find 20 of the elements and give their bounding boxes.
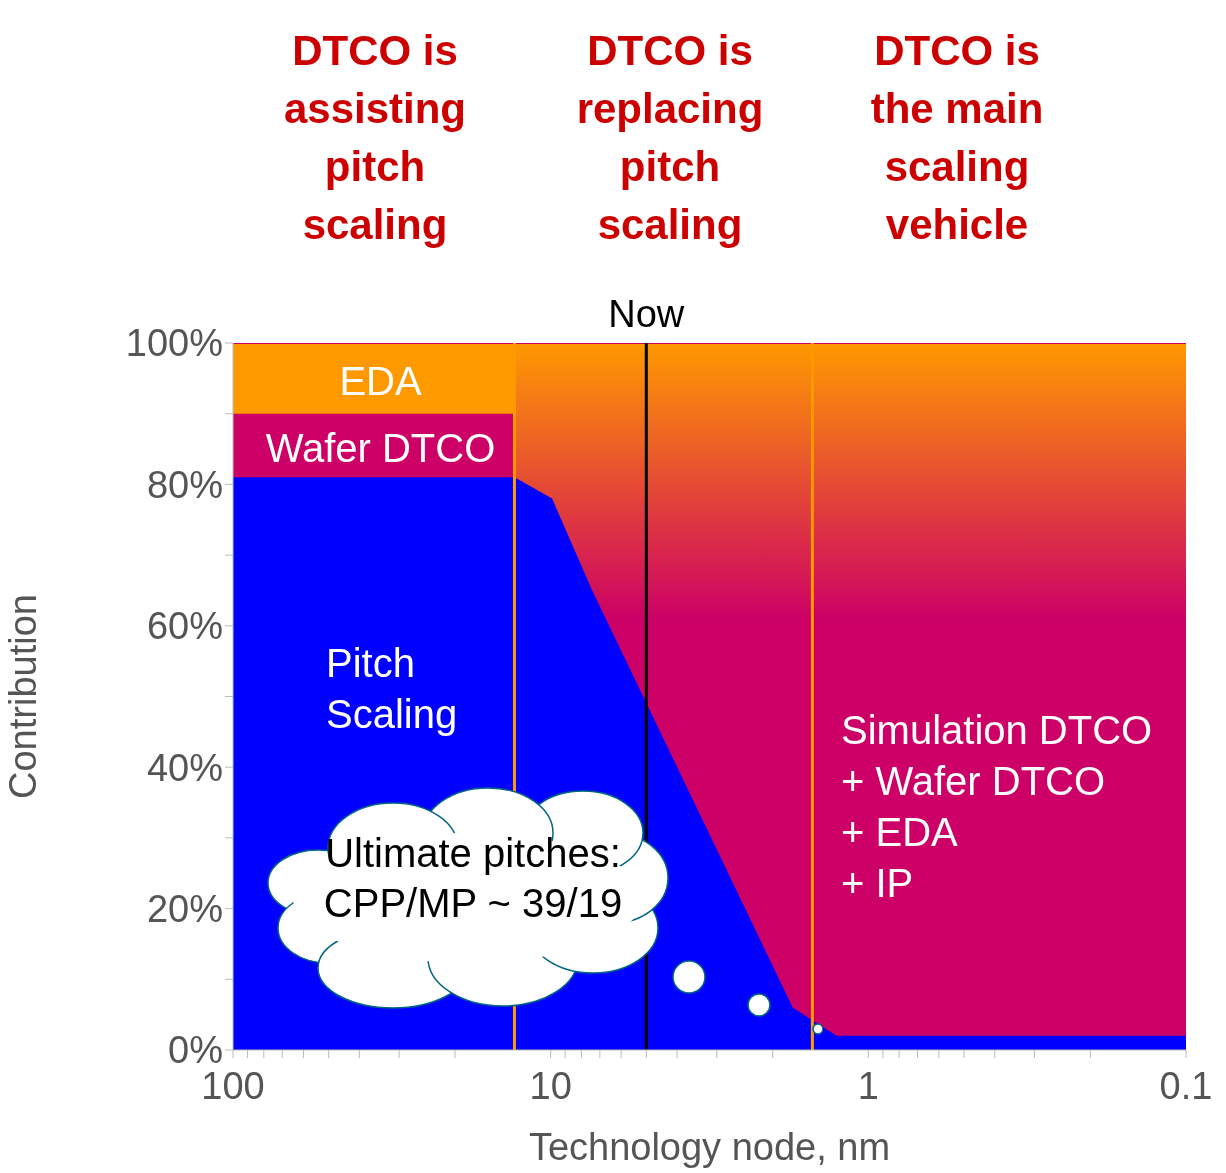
text: DTCO is replacing pitch scaling [575,26,765,250]
annotation: Ultimate pitches: CPP/MP ~ 39/19 [322,830,624,927]
y-tick-label: 20% [146,888,223,931]
x-axis-title: Technology node, nm [528,1126,891,1168]
series-label: Wafer DTCO [264,425,497,472]
x-tick-label: 0.1 [1159,1064,1213,1107]
cloud-callout: Ultimate pitches: CPP/MP ~ 39/19 [263,778,823,1038]
y-tick-label: 80% [146,463,223,506]
y-tick-label: 100% [125,322,223,365]
y-tick-label: 60% [146,605,223,648]
y-tick-label: 40% [146,746,223,789]
ref-line-label: Now [608,293,685,335]
series-label: EDA [338,358,423,405]
x-tick-label: 1 [857,1064,879,1107]
text: DTCO is the main scaling vehicle [869,26,1045,250]
y-axis-title: Contribution [2,594,45,799]
text: DTCO is assisting pitch scaling [282,26,468,250]
x-tick-label: 10 [529,1064,572,1107]
series-label: Pitch Scaling [326,640,459,738]
series-label: Simulation DTCO + Wafer DTCO + EDA + IP [841,707,1154,907]
